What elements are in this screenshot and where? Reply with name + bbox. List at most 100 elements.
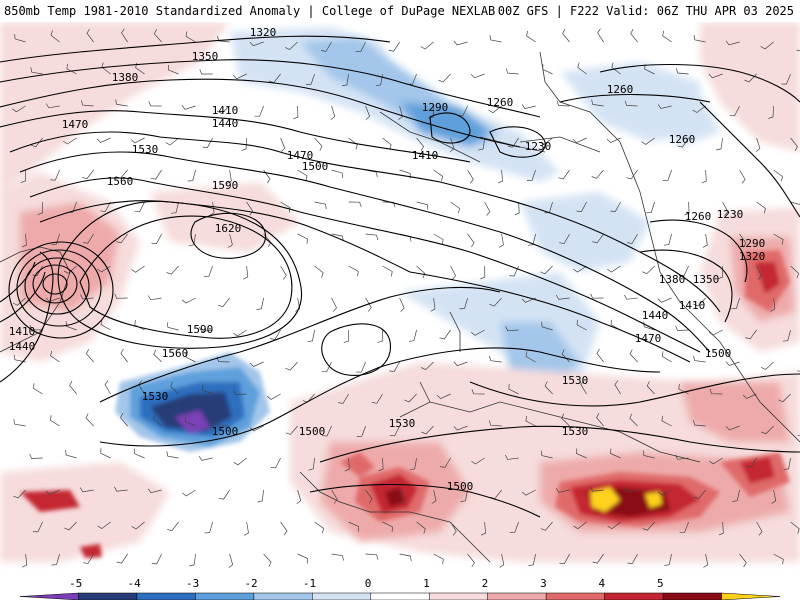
wind-barb xyxy=(382,201,396,208)
wind-barb xyxy=(389,361,400,372)
wind-barb xyxy=(293,105,299,120)
wind-barb xyxy=(630,28,638,43)
wind-barb xyxy=(202,384,213,395)
wind-barb xyxy=(662,169,672,181)
wind-barb xyxy=(295,297,301,312)
wind-barb xyxy=(467,169,474,184)
wind-barb xyxy=(770,297,776,312)
wind-barb xyxy=(377,329,383,343)
wind-barb xyxy=(254,105,264,117)
wind-barb xyxy=(431,489,437,504)
wind-barb xyxy=(725,361,740,366)
wind-barb xyxy=(607,521,621,530)
wind-barb xyxy=(761,425,774,435)
wind-barb xyxy=(382,265,393,277)
wind-barb xyxy=(79,487,94,493)
wind-barb xyxy=(624,100,638,107)
wind-barb xyxy=(50,169,60,181)
wind-barb xyxy=(725,425,740,431)
wind-barb xyxy=(642,450,655,459)
wind-barb xyxy=(199,69,213,75)
contour-label: 1410 xyxy=(679,299,706,312)
contour-label: 1260 xyxy=(487,96,514,109)
wind-barb xyxy=(470,73,485,79)
wind-barb xyxy=(85,413,94,427)
wind-barb xyxy=(627,553,638,564)
wind-barb xyxy=(661,351,672,363)
wind-barb xyxy=(182,489,196,497)
wind-barb xyxy=(228,233,233,248)
wind-barb xyxy=(100,448,111,459)
wind-barb xyxy=(739,553,747,568)
wind-barb xyxy=(505,325,519,332)
wind-barb xyxy=(166,451,179,459)
wind-barb xyxy=(153,349,162,363)
wind-barb xyxy=(729,105,740,117)
wind-barb xyxy=(544,381,553,395)
wind-barb xyxy=(433,553,444,565)
wind-barb xyxy=(130,137,145,144)
wind-barb xyxy=(228,553,234,568)
wind-barb xyxy=(13,354,26,363)
wind-barb xyxy=(131,521,145,530)
wind-barb xyxy=(693,355,706,363)
wind-barb xyxy=(100,319,111,331)
wind-barb xyxy=(732,489,740,502)
colorbar: -5 -4 -3 -2 -1 0 1 2 3 4 5 xyxy=(0,576,800,601)
wind-barb xyxy=(399,489,406,504)
contour-label: 1500 xyxy=(302,160,329,173)
contour-label: 1380 xyxy=(112,71,139,84)
colorbar-swatch xyxy=(487,592,547,601)
wind-barb xyxy=(684,201,690,216)
wind-barb xyxy=(226,169,232,184)
wind-barb xyxy=(305,73,315,85)
wind-barb xyxy=(297,169,308,181)
wind-barb xyxy=(51,233,60,246)
wind-barb xyxy=(30,137,43,148)
wind-barb xyxy=(50,350,60,363)
wind-barb xyxy=(348,521,359,532)
wind-barb xyxy=(725,40,740,46)
colorbar-swatch xyxy=(78,592,138,601)
wind-barb xyxy=(693,489,706,500)
wind-barb xyxy=(755,137,761,152)
wind-barb xyxy=(20,169,26,184)
wind-barb xyxy=(674,454,689,460)
wind-barb xyxy=(693,34,706,43)
wind-barb xyxy=(32,383,43,395)
wind-barb xyxy=(96,137,111,143)
wind-barb xyxy=(399,553,412,562)
wind-barb xyxy=(692,420,706,427)
wind-barb xyxy=(297,233,308,244)
wind-barb xyxy=(120,413,128,427)
wind-barb xyxy=(627,233,638,244)
wind-barb xyxy=(702,233,708,248)
wind-barb xyxy=(80,294,94,300)
wind-barb xyxy=(453,425,468,431)
contour-label: 1260 xyxy=(607,83,634,96)
colorbar-tick-label: 5 xyxy=(657,577,664,590)
wind-barb xyxy=(257,489,264,503)
colorbar-tick-label: -4 xyxy=(128,577,142,590)
wind-barb xyxy=(134,448,145,459)
wind-barb xyxy=(344,457,350,472)
wind-barb xyxy=(170,201,179,214)
contour-label: 1440 xyxy=(9,340,36,353)
wind-barb xyxy=(790,137,798,152)
wind-barb xyxy=(198,326,213,332)
wind-barb xyxy=(439,329,451,340)
wind-barb xyxy=(675,325,689,331)
wind-barb xyxy=(611,62,621,75)
wind-barb xyxy=(284,41,298,50)
wind-barb xyxy=(147,488,162,494)
wind-barb xyxy=(266,393,281,400)
wind-barb xyxy=(330,105,336,120)
contour-label: 1560 xyxy=(162,347,189,360)
wind-barb xyxy=(739,169,746,184)
wind-barb xyxy=(489,297,502,307)
colorbar-svg: -5 -4 -3 -2 -1 0 1 2 3 4 5 xyxy=(19,577,781,601)
wind-barb xyxy=(646,201,655,214)
wind-barb xyxy=(12,297,26,306)
